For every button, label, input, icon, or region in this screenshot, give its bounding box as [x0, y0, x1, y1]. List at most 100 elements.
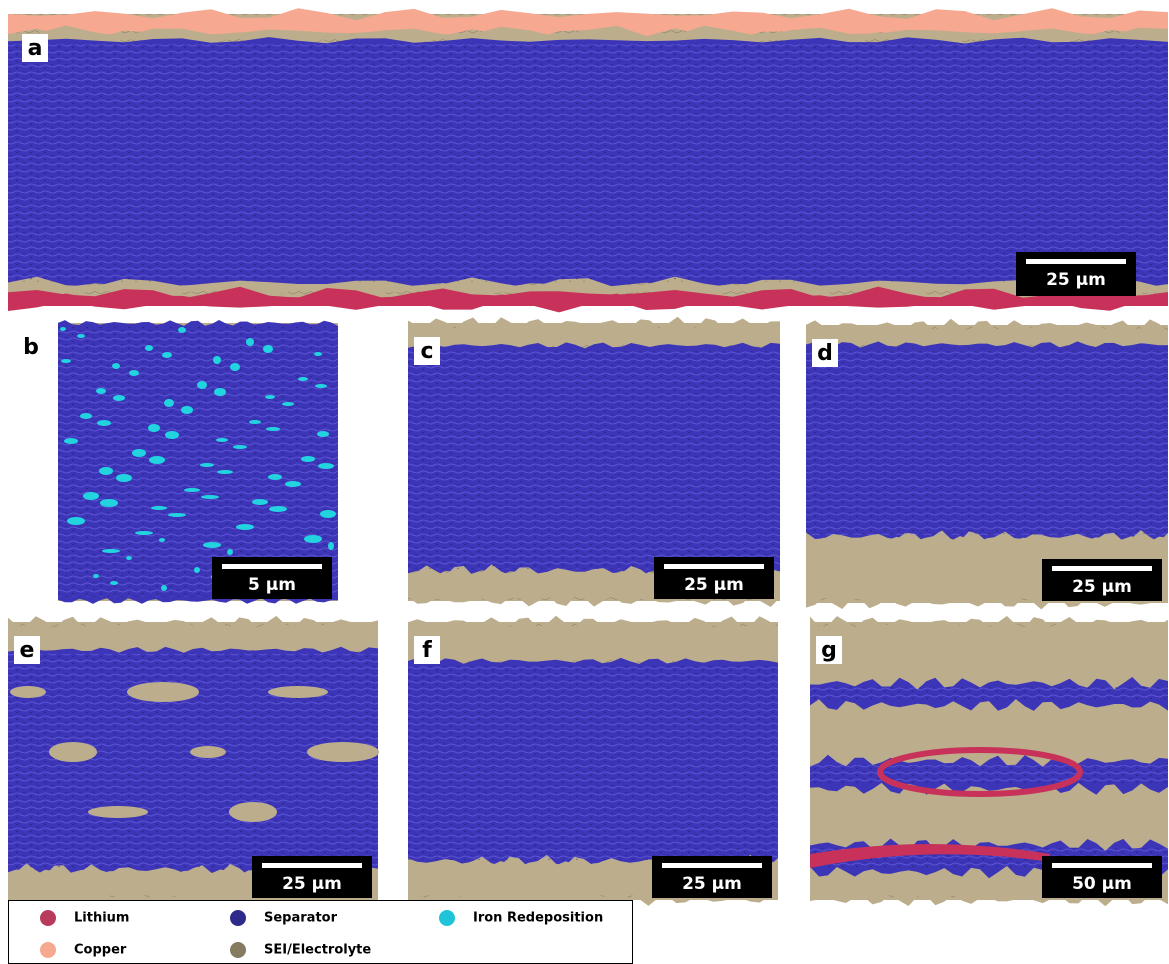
iron-deposit [132, 449, 146, 457]
iron-deposit [269, 506, 287, 512]
iron-deposit [102, 549, 120, 553]
scale-label: 25 µm [682, 874, 742, 894]
panel-label: b [23, 335, 39, 360]
iron-deposit [200, 463, 214, 467]
legend-label: Lithium [74, 911, 129, 926]
iron-deposit [145, 345, 153, 351]
sei-blob [10, 686, 46, 698]
sei-blob [190, 746, 226, 758]
iron-deposit [249, 420, 261, 424]
iron-deposit [181, 406, 193, 414]
panel-label: e [20, 638, 35, 663]
iron-deposit [67, 517, 85, 525]
sei-blob [307, 742, 379, 762]
texture [810, 687, 1168, 701]
sei-blob [229, 802, 277, 822]
iron-deposit [213, 356, 221, 364]
iron-deposit [317, 431, 329, 437]
legend-label: Copper [74, 943, 127, 958]
iron-deposit [266, 427, 280, 431]
scale-bar [262, 863, 362, 868]
iron-deposit [216, 438, 228, 442]
scale-bar [1052, 863, 1152, 868]
iron-deposit [265, 395, 275, 399]
legend-swatch [40, 942, 56, 958]
iron-deposit [298, 377, 308, 381]
iron-deposit [159, 538, 165, 542]
figure: a25 µmb5 µmc25 µmd25 µme25 µmf25 µmg50 µ… [0, 0, 1169, 964]
texture [408, 665, 778, 860]
iron-deposit [164, 399, 174, 407]
iron-deposit [233, 445, 247, 449]
iron-deposit [112, 363, 120, 369]
iron-deposit [194, 567, 200, 573]
iron-deposit [168, 513, 186, 517]
scale-bar [662, 863, 762, 868]
iron-deposit [178, 327, 186, 333]
iron-deposit [64, 438, 78, 444]
iron-deposit [214, 388, 226, 396]
iron-deposit [83, 492, 99, 500]
iron-deposit [165, 431, 179, 439]
panel-label: g [821, 638, 837, 663]
sei-blob [88, 806, 148, 818]
iron-deposit [301, 456, 315, 462]
iron-deposit [151, 506, 167, 510]
iron-deposit [93, 574, 99, 578]
iron-deposit [217, 470, 233, 474]
iron-deposit [184, 488, 200, 492]
scale-bar [222, 564, 322, 569]
scale-label: 25 µm [684, 575, 744, 595]
panel-label: c [420, 339, 433, 364]
iron-deposit [230, 363, 240, 371]
texture [810, 765, 1168, 785]
texture [8, 44, 1168, 281]
iron-deposit [197, 381, 207, 389]
iron-deposit [129, 370, 139, 376]
iron-deposit [285, 481, 301, 487]
scale-label: 25 µm [1072, 577, 1132, 597]
legend-swatch [439, 910, 455, 926]
iron-deposit [320, 510, 336, 518]
legend-swatch [230, 910, 246, 926]
scale-label: 50 µm [1072, 874, 1132, 894]
iron-deposit [282, 402, 294, 406]
iron-deposit [236, 524, 254, 530]
iron-deposit [148, 424, 160, 432]
sei-blob [268, 686, 328, 698]
iron-deposit [314, 352, 322, 356]
texture [58, 327, 338, 597]
texture [408, 349, 780, 569]
scale-label: 25 µm [1046, 270, 1106, 290]
iron-deposit [161, 585, 167, 591]
iron-deposit [100, 499, 118, 507]
iron-deposit [96, 388, 106, 394]
iron-deposit [60, 327, 66, 331]
legend-label: Iron Redeposition [473, 911, 603, 926]
iron-deposit [304, 535, 322, 543]
scale-bar [664, 564, 764, 569]
sei-blob [127, 682, 199, 702]
scale-label: 5 µm [248, 575, 296, 595]
iron-deposit [227, 549, 233, 555]
panel-label: f [422, 638, 432, 663]
panel [8, 8, 1168, 312]
panel-label: a [28, 36, 43, 61]
iron-deposit [315, 384, 327, 388]
iron-deposit [97, 420, 111, 426]
iron-deposit [99, 467, 113, 475]
iron-deposit [126, 556, 132, 560]
iron-deposit [77, 334, 85, 338]
iron-deposit [318, 463, 334, 469]
iron-deposit [268, 474, 282, 480]
iron-deposit [201, 495, 219, 499]
iron-deposit [162, 352, 172, 358]
iron-deposit [61, 359, 71, 363]
texture [806, 348, 1168, 535]
scale-label: 25 µm [282, 874, 342, 894]
iron-deposit [110, 581, 118, 585]
sei-blob [49, 742, 97, 762]
iron-deposit [116, 474, 132, 482]
iron-deposit [113, 395, 125, 401]
legend-label: Separator [264, 911, 338, 926]
